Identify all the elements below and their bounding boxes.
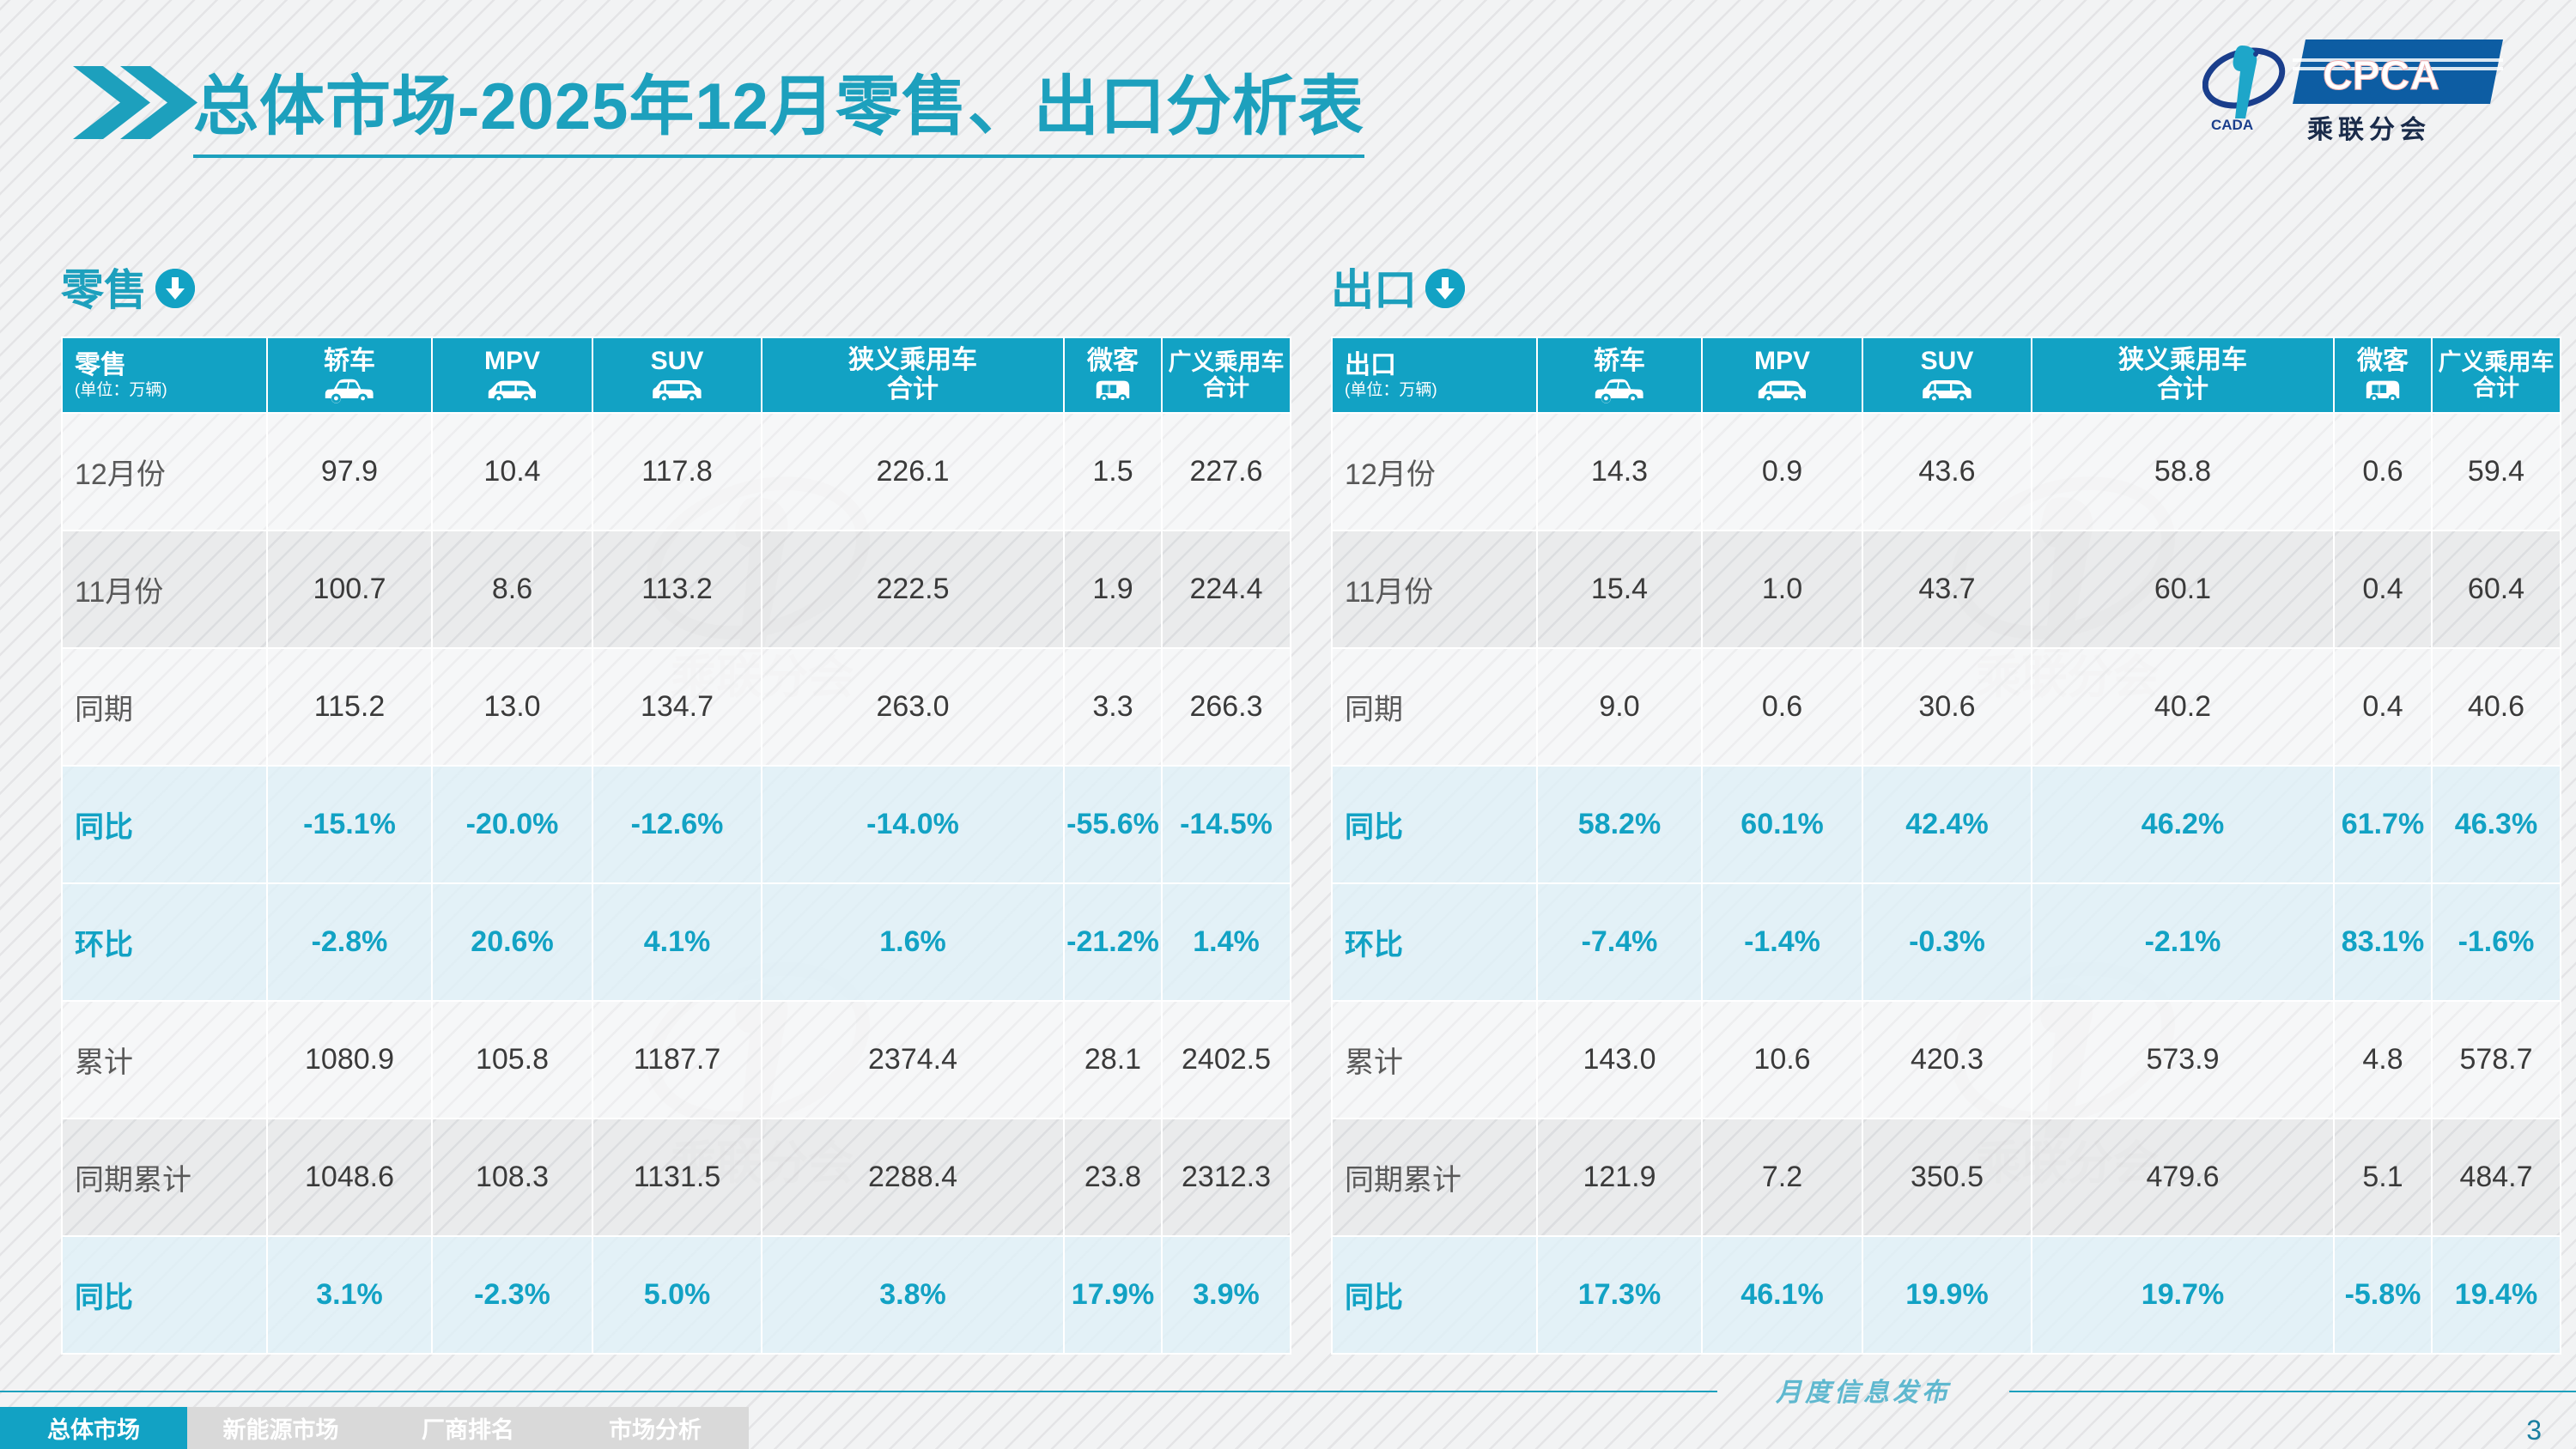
svg-text:CADA: CADA bbox=[2211, 117, 2253, 133]
svg-text:乘联分会: 乘联分会 bbox=[2307, 116, 2431, 144]
svg-text:CPCA: CPCA bbox=[2323, 53, 2439, 99]
